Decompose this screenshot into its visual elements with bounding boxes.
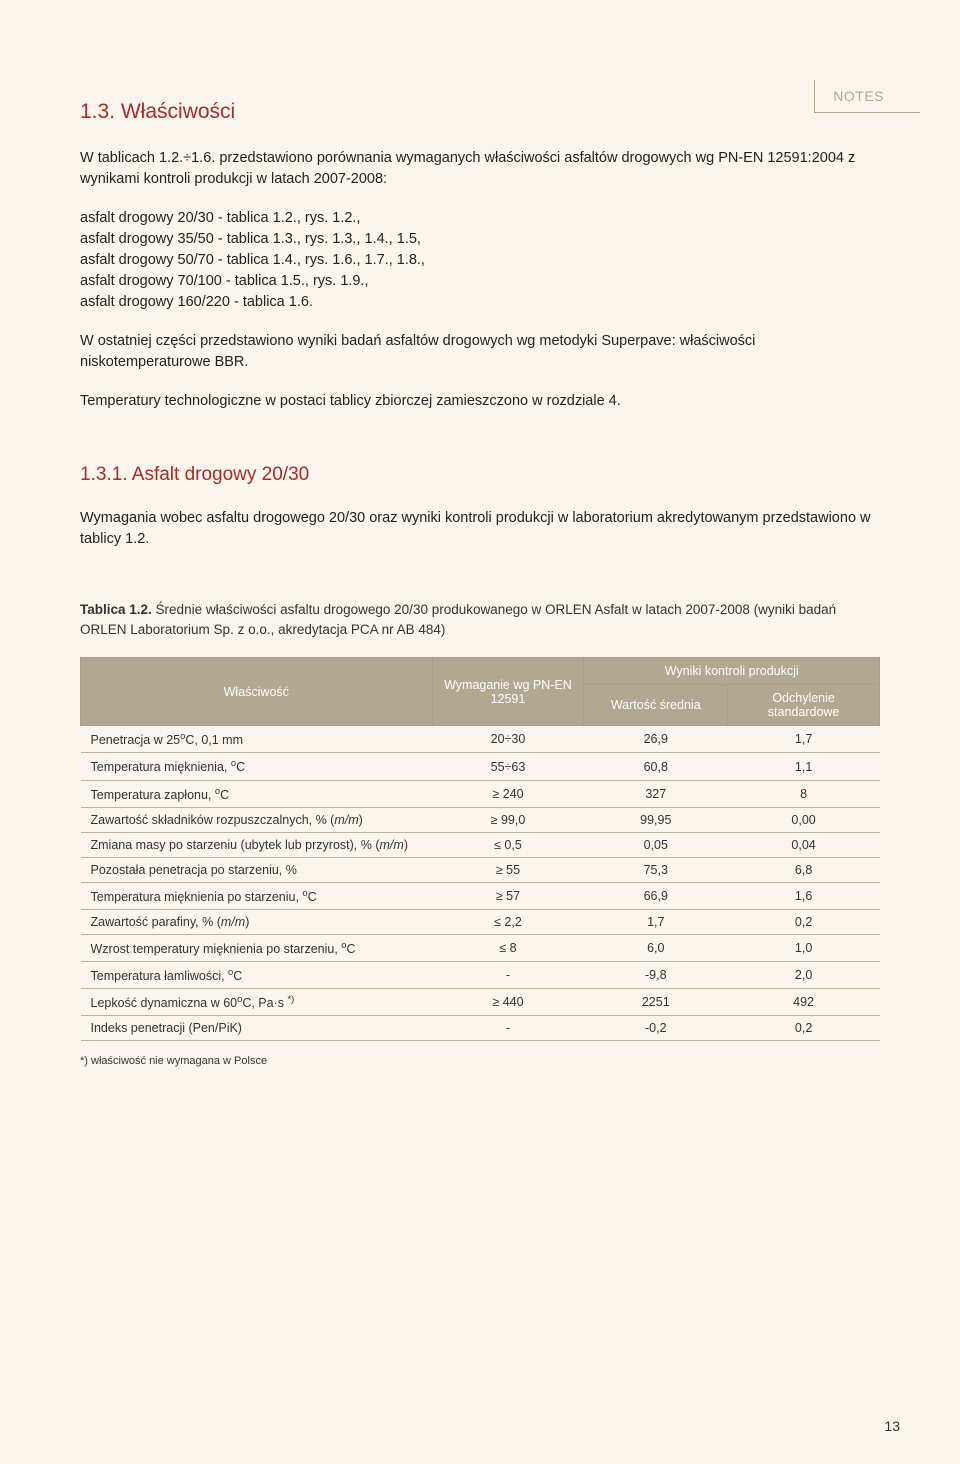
cell-property: Zawartość składników rozpuszczalnych, % …: [81, 807, 433, 832]
table-row: Temperatura zapłonu, oC≥ 2403278: [81, 780, 880, 807]
cell-property: Pozostała penetracja po starzeniu, %: [81, 857, 433, 882]
page-number: 13: [884, 1418, 900, 1434]
subsection-text: Wymagania wobec asfaltu drogowego 20/30 …: [80, 508, 880, 550]
cell-stddev: 0,2: [728, 1016, 880, 1041]
cell-requirement: ≥ 57: [432, 882, 584, 909]
cell-property: Temperatura zapłonu, oC: [81, 780, 433, 807]
page-content: 1.3. Właściwości W tablicach 1.2.÷1.6. p…: [0, 0, 960, 1107]
cell-mean: 0,05: [584, 832, 728, 857]
cell-property: Zawartość parafiny, % (m/m): [81, 909, 433, 934]
cell-stddev: 1,6: [728, 882, 880, 909]
superpave-paragraph: W ostatniej części przedstawiono wyniki …: [80, 331, 880, 373]
cell-stddev: 1,7: [728, 726, 880, 753]
intro-paragraph: W tablicach 1.2.÷1.6. przedstawiono poró…: [80, 148, 880, 190]
table-row: Zawartość parafiny, % (m/m)≤ 2,21,70,2: [81, 909, 880, 934]
cell-requirement: -: [432, 962, 584, 989]
footnote: *) właściwość nie wymagana w Polsce: [80, 1055, 880, 1067]
table-row: Pozostała penetracja po starzeniu, %≥ 55…: [81, 857, 880, 882]
cell-property: Temperatura łamliwości, oC: [81, 962, 433, 989]
cell-mean: -9,8: [584, 962, 728, 989]
list-item: asfalt drogowy 160/220 - tablica 1.6.: [80, 292, 880, 313]
table-row: Indeks penetracji (Pen/PiK)--0,20,2: [81, 1016, 880, 1041]
table-row: Temperatura mięknienia po starzeniu, oC≥…: [81, 882, 880, 909]
list-item: asfalt drogowy 20/30 - tablica 1.2., rys…: [80, 208, 880, 229]
cell-requirement: ≤ 0,5: [432, 832, 584, 857]
list-item: asfalt drogowy 70/100 - tablica 1.5., ry…: [80, 271, 880, 292]
table-row: Temperatura mięknienia, oC55÷6360,81,1: [81, 753, 880, 780]
cell-requirement: ≥ 55: [432, 857, 584, 882]
cell-requirement: ≥ 440: [432, 989, 584, 1016]
cell-property: Zmiana masy po starzeniu (ubytek lub prz…: [81, 832, 433, 857]
table-row: Temperatura łamliwości, oC--9,82,0: [81, 962, 880, 989]
asphalt-list: asfalt drogowy 20/30 - tablica 1.2., rys…: [80, 208, 880, 313]
col-stddev: Odchylenie standardowe: [728, 685, 880, 726]
cell-requirement: ≥ 99,0: [432, 807, 584, 832]
cell-mean: 327: [584, 780, 728, 807]
cell-mean: 60,8: [584, 753, 728, 780]
col-requirement: Wymaganie wg PN-EN 12591: [432, 658, 584, 726]
cell-requirement: ≤ 8: [432, 934, 584, 961]
table-row: Wzrost temperatury mięknienia po starzen…: [81, 934, 880, 961]
cell-mean: 26,9: [584, 726, 728, 753]
table-caption-bold: Tablica 1.2.: [80, 602, 152, 617]
cell-property: Temperatura mięknienia, oC: [81, 753, 433, 780]
cell-requirement: 55÷63: [432, 753, 584, 780]
list-item: asfalt drogowy 35/50 - tablica 1.3., rys…: [80, 229, 880, 250]
cell-stddev: 8: [728, 780, 880, 807]
cell-stddev: 492: [728, 989, 880, 1016]
col-mean: Wartość średnia: [584, 685, 728, 726]
cell-mean: 66,9: [584, 882, 728, 909]
cell-mean: 99,95: [584, 807, 728, 832]
cell-stddev: 1,0: [728, 934, 880, 961]
cell-property: Indeks penetracji (Pen/PiK): [81, 1016, 433, 1041]
list-item: asfalt drogowy 50/70 - tablica 1.4., rys…: [80, 250, 880, 271]
cell-stddev: 0,04: [728, 832, 880, 857]
table-caption: Tablica 1.2. Średnie właściwości asfaltu…: [80, 600, 880, 639]
cell-stddev: 0,00: [728, 807, 880, 832]
table-row: Lepkość dynamiczna w 60oC, Pa·s *)≥ 4402…: [81, 989, 880, 1016]
cell-mean: 2251: [584, 989, 728, 1016]
table-row: Zmiana masy po starzeniu (ubytek lub prz…: [81, 832, 880, 857]
cell-requirement: ≤ 2,2: [432, 909, 584, 934]
col-results-group: Wyniki kontroli produkcji: [584, 658, 880, 685]
col-property: Właściwość: [81, 658, 433, 726]
notes-sidebar: NOTES: [814, 80, 920, 113]
cell-requirement: -: [432, 1016, 584, 1041]
cell-requirement: ≥ 240: [432, 780, 584, 807]
notes-label: NOTES: [833, 88, 884, 104]
cell-property: Temperatura mięknienia po starzeniu, oC: [81, 882, 433, 909]
cell-stddev: 0,2: [728, 909, 880, 934]
cell-mean: -0,2: [584, 1016, 728, 1041]
cell-mean: 1,7: [584, 909, 728, 934]
cell-mean: 6,0: [584, 934, 728, 961]
table-row: Zawartość składników rozpuszczalnych, % …: [81, 807, 880, 832]
cell-stddev: 2,0: [728, 962, 880, 989]
cell-stddev: 1,1: [728, 753, 880, 780]
cell-property: Lepkość dynamiczna w 60oC, Pa·s *): [81, 989, 433, 1016]
cell-mean: 75,3: [584, 857, 728, 882]
cell-requirement: 20÷30: [432, 726, 584, 753]
table-caption-rest: Średnie właściwości asfaltu drogowego 20…: [80, 602, 836, 637]
properties-table: Właściwość Wymaganie wg PN-EN 12591 Wyni…: [80, 657, 880, 1041]
subsection-title: 1.3.1. Asfalt drogowy 20/30: [80, 464, 880, 486]
cell-property: Penetracja w 25oC, 0,1 mm: [81, 726, 433, 753]
temperature-paragraph: Temperatury technologiczne w postaci tab…: [80, 391, 880, 412]
table-row: Penetracja w 25oC, 0,1 mm20÷3026,91,7: [81, 726, 880, 753]
cell-property: Wzrost temperatury mięknienia po starzen…: [81, 934, 433, 961]
section-title: 1.3. Właściwości: [80, 100, 880, 124]
cell-stddev: 6,8: [728, 857, 880, 882]
